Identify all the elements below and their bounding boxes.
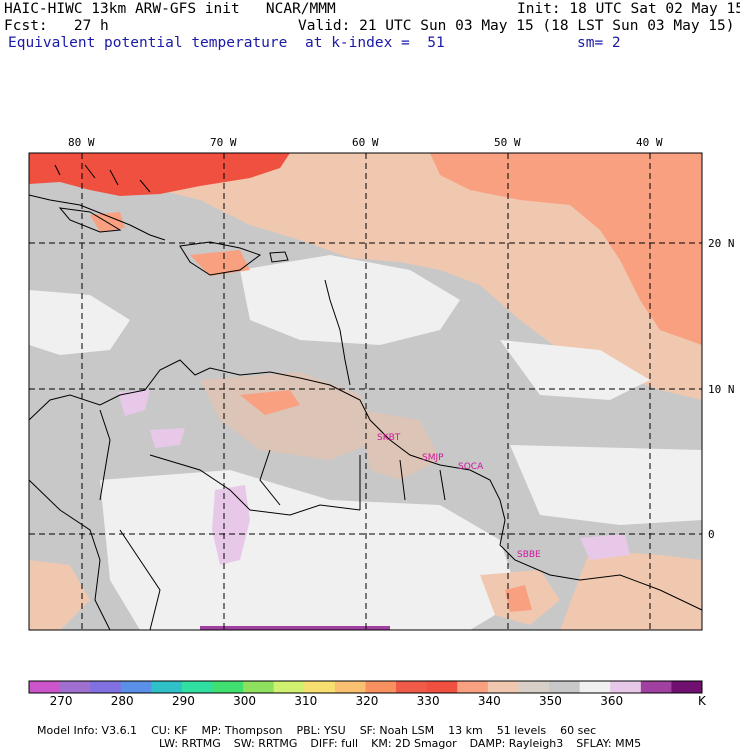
colorbar-swatch [151, 681, 183, 693]
model-info-item: SW: RRTMG [233, 737, 298, 750]
colorbar-swatch [243, 681, 275, 693]
colorbar-swatch [181, 681, 214, 693]
theta-e-field [29, 153, 702, 630]
init-time: Init: 18 UTC Sat 02 May 15 [517, 1, 740, 17]
model-info-item: Model Info: V3.6.1 [37, 724, 138, 737]
colorbar-swatch [671, 681, 703, 693]
colorbar-swatch [518, 681, 550, 693]
valid-time: Valid: 21 UTC Sun 03 May 15 (18 LST Sun … [298, 18, 735, 34]
lon-label-70w: 70 W [210, 136, 237, 149]
forecast-hour: Fcst: 27 h [4, 18, 109, 34]
lon-label-60w: 60 W [352, 136, 379, 149]
colorbar-swatch [304, 681, 336, 693]
colorbar-swatch [90, 681, 122, 693]
lon-label-80w: 80 W [68, 136, 95, 149]
colorbar-label: 280 [110, 694, 134, 708]
colorbar-swatch [59, 681, 91, 693]
colorbar-label: 360 [600, 694, 624, 708]
colorbar [28, 680, 703, 694]
colorbar-swatch [334, 681, 366, 693]
colorbar-swatch [273, 681, 305, 693]
model-info-item: SFLAY: MM5 [576, 737, 642, 750]
colorbar-swatch [457, 681, 489, 693]
colorbar-swatch [396, 681, 428, 693]
station-soca: SOCA [458, 462, 484, 472]
model-info-item: LW: RRTMG [159, 737, 221, 750]
colorbar-swatch [640, 681, 672, 693]
model-title: HAIC-HIWC 13km ARW-GFS init NCAR/MMM [4, 1, 336, 17]
model-info-line-2: LW: RRTMG SW: RRTMG DIFF: full KM: 2D Smago… [152, 724, 736, 750]
colorbar-swatch [365, 681, 397, 693]
station-sbbe: SBBE [517, 550, 541, 560]
colorbar-label: 340 [477, 694, 501, 708]
coastlines [28, 164, 703, 631]
k-index: at k-index = 51 [305, 35, 445, 51]
colorbar-swatch [29, 681, 61, 693]
model-info-item: CU: KF [151, 724, 188, 737]
colorbar-swatch [426, 681, 458, 693]
lat-label-20n: 20 N [708, 237, 735, 250]
model-info-item: DAMP: Rayleigh3 [469, 737, 564, 750]
colorbar-label: 350 [539, 694, 562, 708]
colorbar-swatch [487, 681, 519, 693]
colorbar-label: 320 [355, 694, 379, 708]
smoothing: sm= 2 [577, 35, 621, 51]
model-info-item: SF: Noah LSM [359, 724, 435, 737]
lat-label-0: 0 [708, 528, 715, 541]
model-info-line-1: Model Info: V3.6.1 CU: KF MP: Thompson PBL:… [30, 711, 736, 737]
colorbar-swatch [579, 681, 611, 693]
model-info-item: 51 levels [496, 724, 547, 737]
model-info-item: PBL: YSU [296, 724, 346, 737]
colorbar-swatch [549, 681, 581, 693]
model-info-item: 60 sec [560, 724, 597, 737]
colorbar-swatch [610, 681, 642, 693]
model-info-item: MP: Thompson [201, 724, 283, 737]
model-info-item: 13 km [448, 724, 483, 737]
colorbar-label: 290 [171, 694, 195, 708]
colorbar-label: 300 [233, 694, 257, 708]
station-skbt: SKBT [377, 433, 401, 443]
model-info-item: DIFF: full [310, 737, 359, 750]
lat-label-10n: 10 N [708, 383, 735, 396]
colorbar-label: 310 [294, 694, 318, 708]
map-panel: 80 W 70 W 60 W 50 W 40 W 20 N 10 N 0 SKB… [28, 136, 735, 694]
colorbar-unit: K [698, 694, 706, 708]
colorbar-swatch [120, 681, 152, 693]
field-name: Equivalent potential temperature [8, 35, 288, 51]
station-smjp: SMJP [422, 453, 444, 463]
colorbar-frame [28, 680, 703, 694]
lon-label-40w: 40 W [636, 136, 663, 149]
model-info-item: KM: 2D Smagor [371, 737, 457, 750]
lon-label-50w: 50 W [494, 136, 521, 149]
lat-lon-grid [29, 153, 702, 630]
map-frame [28, 152, 703, 631]
colorbar-swatch [212, 681, 244, 693]
colorbar-label: 270 [49, 694, 73, 708]
colorbar-label: 330 [416, 694, 440, 708]
